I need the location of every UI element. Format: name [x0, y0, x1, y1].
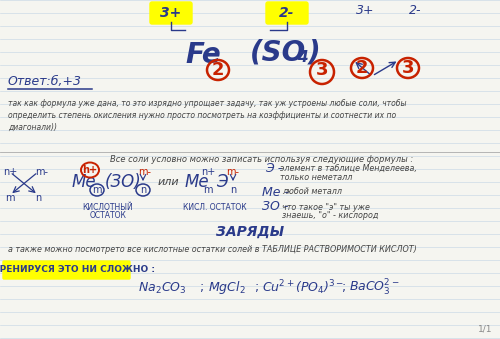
- Text: определить степень окисления нужно просто посмотреть на коэффициенты и соотнести: определить степень окисления нужно прост…: [8, 111, 396, 120]
- Text: n+: n+: [201, 167, 215, 177]
- Text: h+: h+: [82, 165, 98, 175]
- Text: 2-: 2-: [409, 3, 421, 17]
- Text: что такое "э" ты уже: что такое "э" ты уже: [282, 202, 370, 212]
- Text: только неметалл: только неметалл: [280, 174, 352, 182]
- FancyBboxPatch shape: [3, 261, 130, 279]
- Text: n: n: [35, 193, 41, 203]
- Text: 3+: 3+: [356, 3, 374, 17]
- Text: Все соли условно можно записать используя следующие формулы :: Все соли условно можно записать использу…: [110, 156, 413, 164]
- Text: 1/1: 1/1: [478, 324, 492, 333]
- Text: ЗАРЯДЫ: ЗАРЯДЫ: [216, 225, 284, 239]
- Text: а также можно посмотрето все кислотные остатки солей в ТАБЛИЦЕ РАСТВОРИМОСТИ КИС: а также можно посмотрето все кислотные о…: [8, 245, 417, 255]
- Text: n: n: [230, 185, 236, 195]
- Text: (ЗО): (ЗО): [105, 173, 142, 191]
- Text: BaCO$_3^{2-}$: BaCO$_3^{2-}$: [349, 278, 400, 298]
- Text: любой металл: любой металл: [282, 187, 342, 197]
- Text: Э: Э: [216, 173, 228, 191]
- Text: ОСТАТОК: ОСТАТОК: [90, 211, 126, 219]
- Text: m: m: [5, 193, 15, 203]
- Text: 2: 2: [212, 61, 224, 79]
- Text: ): ): [308, 38, 320, 66]
- Text: диагонали)): диагонали)): [8, 122, 57, 132]
- Text: Cu$^{2+}$(PO$_4$)$^{3-}$: Cu$^{2+}$(PO$_4$)$^{3-}$: [262, 279, 344, 297]
- Text: ПОТРЕНИРУСЯ ЭТО НИ СЛОЖНО :: ПОТРЕНИРУСЯ ЭТО НИ СЛОЖНО :: [0, 265, 154, 275]
- Text: 3+: 3+: [160, 6, 182, 20]
- Text: Fe: Fe: [185, 41, 221, 69]
- Text: ;: ;: [255, 281, 259, 295]
- Text: знаешь, "о" - кислород: знаешь, "о" - кислород: [282, 212, 378, 220]
- Text: m-: m-: [138, 167, 151, 177]
- Text: ;: ;: [200, 281, 204, 295]
- FancyBboxPatch shape: [150, 2, 192, 24]
- Text: ЗО -: ЗО -: [262, 200, 288, 214]
- Text: 3: 3: [316, 61, 328, 79]
- Text: 2-: 2-: [280, 6, 294, 20]
- Text: Na$_2$CO$_3$: Na$_2$CO$_3$: [138, 280, 186, 296]
- Text: n: n: [140, 185, 146, 195]
- Text: Me: Me: [72, 173, 96, 191]
- Text: КИСЛОТНЫЙ: КИСЛОТНЫЙ: [82, 202, 134, 212]
- Text: n+: n+: [3, 167, 17, 177]
- Text: m: m: [203, 185, 213, 195]
- Text: MgCl$_2$: MgCl$_2$: [208, 279, 246, 297]
- Text: m-: m-: [226, 167, 239, 177]
- Text: m-: m-: [36, 167, 49, 177]
- Text: или: или: [157, 177, 179, 187]
- Text: Ответ:б,+3: Ответ:б,+3: [8, 76, 82, 88]
- Text: 4: 4: [297, 51, 308, 65]
- Text: так как формула уже дана, то это изрядно упрощает задачу, так уж устроены любые : так как формула уже дана, то это изрядно…: [8, 99, 406, 107]
- Text: 3: 3: [402, 59, 414, 77]
- Text: Me: Me: [185, 173, 210, 191]
- Text: элемент в таблице Менделеева,: элемент в таблице Менделеева,: [280, 163, 417, 173]
- Text: Me -: Me -: [262, 185, 289, 199]
- Text: ;: ;: [342, 281, 346, 295]
- Text: Э -: Э -: [265, 161, 282, 175]
- Text: 2: 2: [356, 59, 368, 77]
- Text: (SO: (SO: [250, 38, 306, 66]
- Text: КИСЛ. ОСТАТОК: КИСЛ. ОСТАТОК: [183, 202, 247, 212]
- Text: m: m: [92, 185, 102, 195]
- FancyBboxPatch shape: [266, 2, 308, 24]
